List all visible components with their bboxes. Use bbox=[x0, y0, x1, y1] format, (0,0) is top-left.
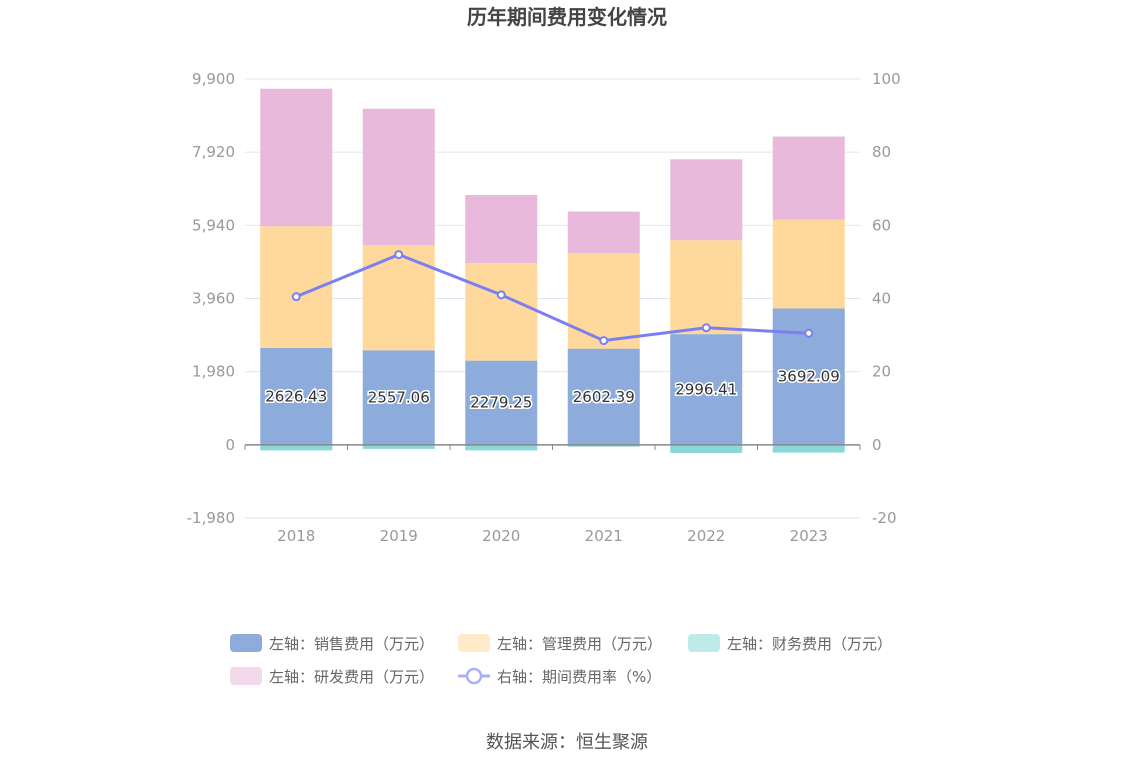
left-axis-tick-label: 5,940 bbox=[192, 216, 235, 234]
rate-point bbox=[804, 328, 814, 338]
bar-data-label: 3692.09 bbox=[778, 368, 840, 386]
legend-swatch[interactable] bbox=[688, 634, 720, 652]
legend-label[interactable]: 左轴：管理费用（万元） bbox=[497, 635, 662, 653]
bar-segment bbox=[465, 360, 538, 445]
bar-segment bbox=[670, 444, 743, 453]
bar-segment bbox=[567, 211, 640, 254]
legend-label[interactable]: 左轴：研发费用（万元） bbox=[269, 668, 434, 686]
bar-segment bbox=[772, 219, 845, 309]
legend-label[interactable]: 左轴：销售费用（万元） bbox=[269, 635, 434, 653]
bar-segment bbox=[670, 334, 743, 445]
line-layer bbox=[291, 250, 814, 346]
rate-line bbox=[295, 252, 809, 343]
right-axis-tick-label: 60 bbox=[872, 216, 891, 234]
bar-segment bbox=[670, 159, 743, 241]
chart-title: 历年期间费用变化情况 bbox=[467, 5, 667, 29]
bar-segment bbox=[567, 348, 640, 445]
rate-point bbox=[291, 292, 301, 302]
left-axis-tick-label: 9,900 bbox=[192, 70, 235, 88]
legend-swatch[interactable] bbox=[230, 667, 262, 685]
right-axis-tick-label: 0 bbox=[872, 436, 882, 454]
bar-data-label: 2996.41 bbox=[675, 380, 737, 398]
left-axis-tick-label: 1,980 bbox=[192, 363, 235, 381]
bar-segment bbox=[567, 444, 640, 447]
left-axis-tick-label: 7,920 bbox=[192, 143, 235, 161]
axis-layer: 9,900 7,920 5,940 3,960 1,980 0 -1,980 100 80 60 4… bbox=[187, 70, 901, 545]
bar-segment bbox=[362, 444, 435, 449]
legend: 左轴：销售费用（万元） 左轴：管理费用（万元） 左轴：财务费用（万元） 左轴：研发费用… bbox=[230, 634, 892, 686]
rate-point bbox=[496, 290, 506, 300]
bar-segment bbox=[670, 240, 743, 335]
rate-point bbox=[701, 323, 711, 333]
bars-layer bbox=[260, 88, 845, 453]
bar-data-label: 2279.25 bbox=[470, 394, 532, 412]
left-axis-tick-label: 0 bbox=[225, 436, 235, 454]
right-axis-tick-label: -20 bbox=[872, 509, 897, 527]
x-axis-tick-label: 2022 bbox=[687, 527, 725, 545]
x-axis-tick-label: 2019 bbox=[380, 527, 418, 545]
bar-data-label: 2626.43 bbox=[265, 387, 327, 405]
source-note: 数据来源：恒生聚源 bbox=[486, 732, 648, 753]
bar-segment bbox=[465, 195, 538, 264]
left-axis-tick-label: -1,980 bbox=[187, 509, 235, 527]
x-axis-tick-label: 2023 bbox=[790, 527, 828, 545]
bar-data-label: 2602.39 bbox=[573, 388, 635, 406]
rate-point bbox=[394, 250, 404, 260]
bar-segment bbox=[260, 88, 333, 227]
bar-segment bbox=[362, 245, 435, 351]
bar-segment bbox=[362, 350, 435, 445]
x-axis-tick-label: 2020 bbox=[482, 527, 520, 545]
left-axis-tick-label: 3,960 bbox=[192, 290, 235, 308]
legend-label[interactable]: 右轴：期间费用率（%） bbox=[497, 668, 661, 686]
legend-line-marker[interactable] bbox=[465, 667, 483, 685]
legend-label[interactable]: 左轴：财务费用（万元） bbox=[727, 635, 892, 653]
bar-segment bbox=[465, 444, 538, 451]
bar-segment bbox=[465, 263, 538, 361]
bar-segment bbox=[567, 253, 640, 349]
right-axis-tick-label: 80 bbox=[872, 143, 891, 161]
x-axis-tick-label: 2018 bbox=[277, 527, 315, 545]
bar-segment bbox=[260, 347, 333, 445]
bar-segment bbox=[772, 444, 845, 453]
legend-swatch[interactable] bbox=[230, 634, 262, 652]
right-axis-tick-label: 100 bbox=[872, 70, 901, 88]
legend-swatch[interactable] bbox=[458, 634, 490, 652]
label-layer: 2626.43 2557.06 2279.25 2602.39 2996.41 3692.… bbox=[264, 366, 842, 413]
right-axis-tick-label: 40 bbox=[872, 290, 891, 308]
bar-data-label: 2557.06 bbox=[368, 389, 430, 407]
grid-layer bbox=[245, 78, 860, 519]
bar-segment bbox=[362, 108, 435, 246]
rate-point bbox=[599, 336, 609, 346]
right-axis-tick-label: 20 bbox=[872, 363, 891, 381]
bar-segment bbox=[772, 136, 845, 220]
bar-segment bbox=[260, 444, 333, 451]
x-axis-tick-label: 2021 bbox=[585, 527, 623, 545]
